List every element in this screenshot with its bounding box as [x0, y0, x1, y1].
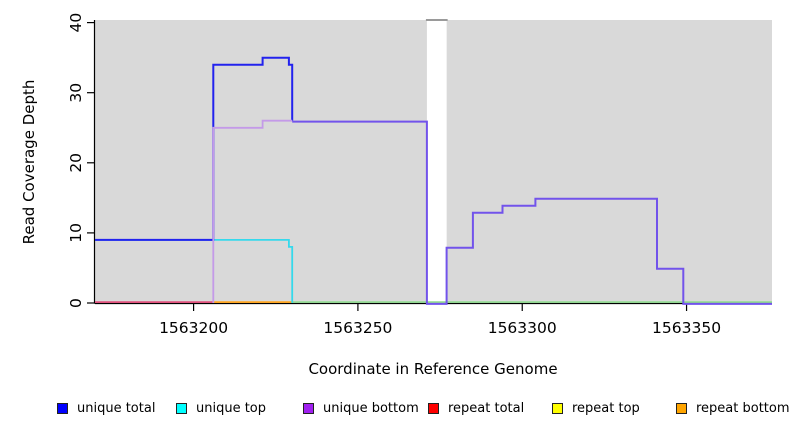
y-tick-label: 0: [67, 298, 85, 308]
y-axis-title: Read Coverage Depth: [20, 79, 38, 245]
legend-label: unique top: [196, 400, 267, 416]
x-tick-label: 1563350: [652, 319, 721, 337]
x-tick-label: 1563200: [159, 319, 228, 337]
legend-item-unique-total: unique total: [57, 396, 155, 420]
legend-swatch-repeat-bottom: [676, 402, 687, 414]
y-tick-label: 20: [67, 153, 85, 173]
legend-item-repeat-bottom: repeat bottom: [676, 396, 790, 420]
x-tick-label: 1563300: [488, 319, 557, 337]
legend-swatch-unique-bottom: [303, 402, 314, 414]
legend-item-repeat-total: repeat total: [428, 396, 524, 420]
legend-item-unique-bottom: unique bottom: [303, 396, 419, 420]
y-tick-label: 30: [67, 83, 85, 103]
legend-swatch-repeat-total: [428, 402, 439, 414]
legend-label: repeat bottom: [696, 400, 790, 416]
legend-swatch-unique-top: [176, 402, 187, 414]
legend-item-repeat-top: repeat top: [552, 396, 640, 420]
series-unique-bottom-visible: [212, 119, 293, 303]
y-tick-label: 10: [67, 223, 85, 243]
y-tick-label: 40: [67, 13, 85, 33]
x-tick-label: 1563250: [323, 319, 392, 337]
legend-swatch-repeat-top: [552, 402, 563, 414]
legend-label: unique bottom: [323, 400, 419, 416]
x-axis-title: Coordinate in Reference Genome: [308, 360, 558, 378]
series-unique-top-visible: [95, 239, 294, 303]
legend-swatch-unique-total: [57, 402, 68, 414]
legend-item-unique-top: unique top: [176, 396, 266, 420]
legend-label: repeat total: [448, 400, 525, 416]
legend: unique total unique top unique bottom repea…: [0, 396, 792, 422]
legend-label: unique total: [77, 400, 156, 416]
legend-label: repeat top: [572, 400, 640, 416]
no-data-gap: [426, 19, 447, 304]
series-unique-total-bottom-overlap-visible: [292, 120, 772, 305]
